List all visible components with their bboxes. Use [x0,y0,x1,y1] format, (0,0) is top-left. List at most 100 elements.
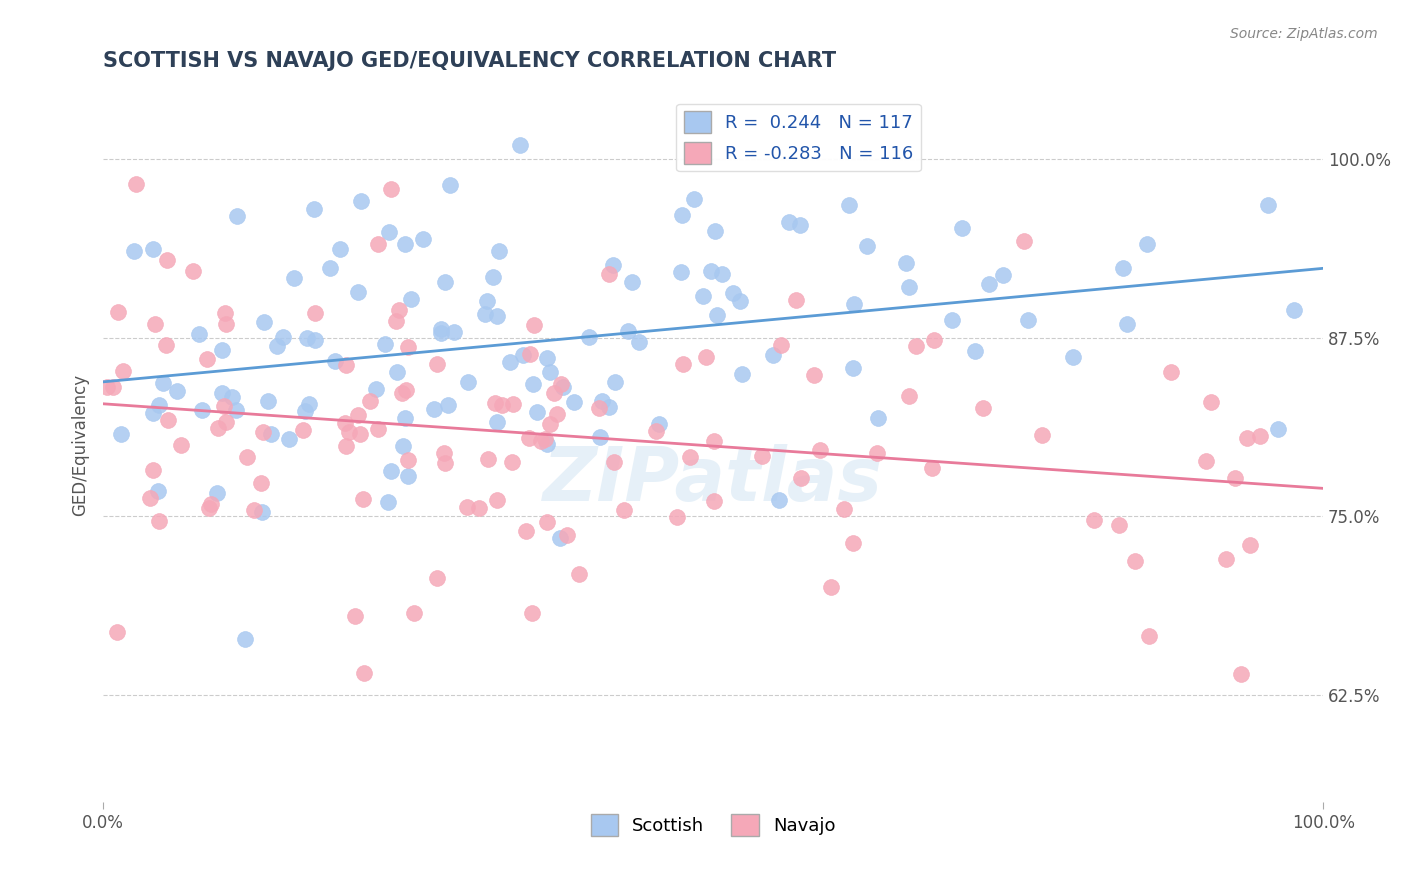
Text: SCOTTISH VS NAVAJO GED/EQUIVALENCY CORRELATION CHART: SCOTTISH VS NAVAJO GED/EQUIVALENCY CORRE… [103,51,837,70]
Point [304,306,326,320]
Point [156,253,179,268]
Point [260,426,283,441]
Point [550,376,572,391]
Point [433,275,456,289]
Point [803,368,825,382]
Point [1108,518,1130,533]
Point [1229,667,1251,681]
Point [343,609,366,624]
Point [225,403,247,417]
Point [396,340,419,354]
Point [156,413,179,427]
Point [534,432,557,446]
Point [762,348,785,362]
Point [380,181,402,195]
Point [349,194,371,208]
Point [122,244,145,259]
Point [181,264,204,278]
Point [391,386,413,401]
Point [598,400,620,414]
Text: Source: ZipAtlas.com: Source: ZipAtlas.com [1230,27,1378,41]
Point [502,397,524,411]
Point [304,334,326,348]
Point [1239,538,1261,552]
Text: ZIPatlas: ZIPatlas [543,444,883,517]
Point [543,386,565,401]
Point [430,322,453,336]
Point [110,427,132,442]
Point [335,439,357,453]
Point [304,202,326,217]
Point [564,394,586,409]
Point [898,389,921,403]
Point [703,494,725,508]
Y-axis label: GED/Equivalency: GED/Equivalency [72,374,89,516]
Point [838,198,860,212]
Point [568,566,591,581]
Point [977,277,1000,292]
Point [346,409,368,423]
Point [211,343,233,358]
Point [530,434,553,448]
Point [434,456,457,470]
Point [522,377,544,392]
Point [603,375,626,389]
Point [250,505,273,519]
Point [169,438,191,452]
Point [367,421,389,435]
Point [212,399,235,413]
Point [1236,431,1258,445]
Point [152,376,174,391]
Point [1112,261,1135,276]
Point [557,528,579,542]
Point [211,385,233,400]
Point [770,338,793,352]
Point [138,491,160,506]
Point [291,423,314,437]
Point [538,365,561,379]
Point [1012,234,1035,248]
Point [226,209,249,223]
Point [517,431,540,445]
Point [844,297,866,311]
Point [905,338,928,352]
Point [617,324,640,338]
Point [613,502,636,516]
Point [429,326,451,340]
Point [1083,513,1105,527]
Point [148,484,170,499]
Point [166,384,188,398]
Point [352,491,374,506]
Point [399,293,422,307]
Point [380,464,402,478]
Point [477,452,499,467]
Point [790,471,813,485]
Point [526,405,548,419]
Point [205,486,228,500]
Point [842,361,865,376]
Point [1223,471,1246,485]
Point [337,425,360,440]
Point [195,351,218,366]
Point [148,515,170,529]
Point [897,279,920,293]
Point [474,308,496,322]
Point [252,425,274,439]
Point [215,317,238,331]
Point [297,330,319,344]
Point [731,367,754,381]
Point [1115,317,1137,331]
Point [785,293,807,307]
Point [703,434,725,449]
Point [197,500,219,515]
Point [486,309,509,323]
Point [621,275,644,289]
Point [253,315,276,329]
Point [437,398,460,412]
Point [711,267,734,281]
Point [266,339,288,353]
Point [395,383,418,397]
Point [1282,303,1305,318]
Point [1249,428,1271,442]
Point [142,463,165,477]
